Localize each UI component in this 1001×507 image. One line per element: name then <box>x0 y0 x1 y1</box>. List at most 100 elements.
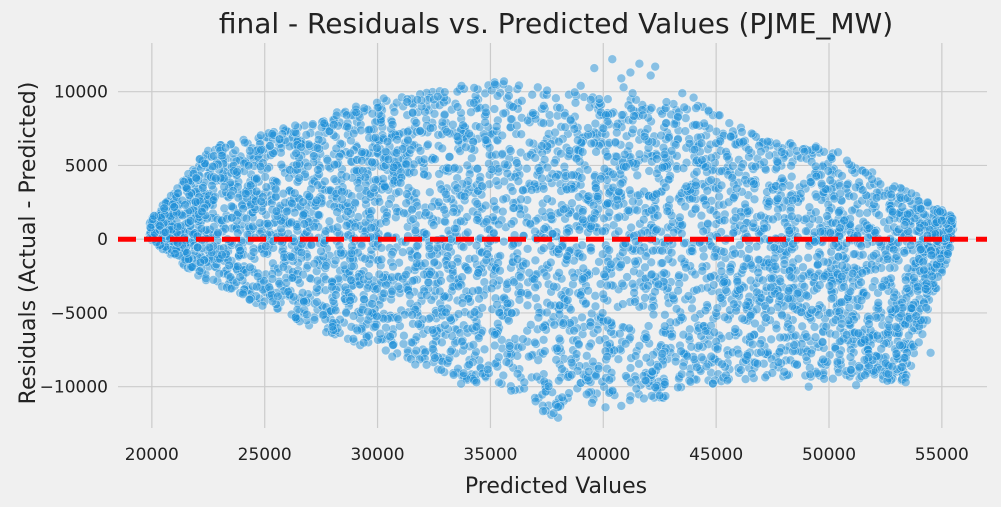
scatter-point <box>789 340 799 350</box>
scatter-point <box>349 128 359 139</box>
scatter-point <box>480 135 491 145</box>
scatter-point <box>612 127 622 138</box>
scatter-point <box>682 351 692 361</box>
scatter-point <box>306 240 317 250</box>
scatter-point <box>512 369 523 379</box>
scatter-point <box>459 191 470 202</box>
scatter-point <box>472 164 482 174</box>
scatter-point <box>656 130 666 141</box>
scatter-point <box>517 96 527 106</box>
scatter-point <box>703 218 713 229</box>
scatter-point <box>599 164 610 174</box>
scatter-point <box>594 94 604 104</box>
scatter-point <box>303 161 313 172</box>
scatter-point <box>873 298 883 308</box>
scatter-point <box>330 305 341 315</box>
scatter-point <box>537 206 547 217</box>
scatter-point <box>458 242 469 252</box>
scatter-point <box>583 123 593 133</box>
scatter-point <box>398 247 408 257</box>
scatter-point <box>248 247 259 257</box>
scatter-point <box>741 300 751 310</box>
scatter-point <box>367 299 377 309</box>
scatter-point <box>630 256 640 267</box>
scatter-point <box>407 108 418 118</box>
scatter-point <box>415 126 425 136</box>
scatter-point <box>539 155 550 165</box>
scatter-point <box>652 154 662 164</box>
scatter-point <box>437 117 448 127</box>
scatter-point <box>561 184 572 195</box>
scatter-point <box>191 173 201 183</box>
scatter-point <box>198 183 208 193</box>
scatter-point <box>667 331 677 342</box>
scatter-point <box>613 354 624 364</box>
scatter-point <box>474 294 484 304</box>
scatter-point <box>526 185 537 195</box>
scatter-point <box>926 250 937 260</box>
scatter-point <box>745 275 756 286</box>
scatter-point <box>255 218 265 228</box>
scatter-point <box>719 215 730 226</box>
scatter-point <box>571 349 582 359</box>
scatter-point <box>233 228 243 238</box>
scatter-point <box>351 107 361 118</box>
scatter-point <box>629 111 639 121</box>
scatter-point <box>398 339 409 349</box>
scatter-point <box>796 273 807 284</box>
scatter-point <box>606 259 616 270</box>
scatter-point <box>274 134 285 144</box>
scatter-point <box>359 294 369 304</box>
scatter-point <box>504 91 514 101</box>
scatter-point <box>871 193 882 203</box>
scatter-point <box>803 253 813 263</box>
scatter-point <box>899 353 910 363</box>
scatter-point <box>584 102 595 113</box>
scatter-point <box>481 107 491 118</box>
scatter-point <box>683 291 694 301</box>
scatter-point <box>742 253 752 264</box>
scatter-point <box>429 109 440 119</box>
scatter-point <box>506 385 516 396</box>
scatter-point <box>746 128 757 139</box>
scatter-point <box>792 289 803 299</box>
scatter-point <box>381 217 391 227</box>
scatter-point <box>786 171 797 182</box>
scatter-point <box>287 198 297 209</box>
scatter-point <box>696 138 707 148</box>
scatter-point <box>458 120 468 130</box>
scatter-point <box>530 282 540 292</box>
scatter-point <box>471 377 482 388</box>
scatter-point <box>360 254 370 264</box>
scatter-point <box>815 227 826 237</box>
scatter-point <box>786 272 796 282</box>
scatter-point <box>703 105 714 116</box>
scatter-point <box>784 226 794 236</box>
scatter-point <box>874 210 884 220</box>
scatter-point <box>884 215 895 225</box>
scatter-point <box>897 202 907 212</box>
scatter-point <box>290 207 300 218</box>
scatter-point <box>562 251 572 261</box>
scatter-point <box>766 273 777 284</box>
scatter-point <box>729 193 739 203</box>
scatter-point <box>444 242 454 252</box>
scatter-point <box>745 332 755 342</box>
scatter-point <box>521 258 531 269</box>
scatter-point <box>747 369 757 379</box>
scatter-point <box>847 268 858 279</box>
scatter-point <box>501 357 512 367</box>
scatter-point <box>566 370 577 380</box>
scatter-point <box>536 141 547 151</box>
scatter-point <box>725 132 736 142</box>
scatter-point <box>690 313 700 323</box>
scatter-point <box>694 341 704 351</box>
scatter-point <box>660 182 671 192</box>
scatter-point <box>708 378 718 389</box>
scatter-point <box>666 247 677 258</box>
scatter-point <box>735 240 745 250</box>
scatter-point <box>730 324 740 334</box>
scatter-point <box>331 110 342 121</box>
scatter-point <box>469 98 479 108</box>
